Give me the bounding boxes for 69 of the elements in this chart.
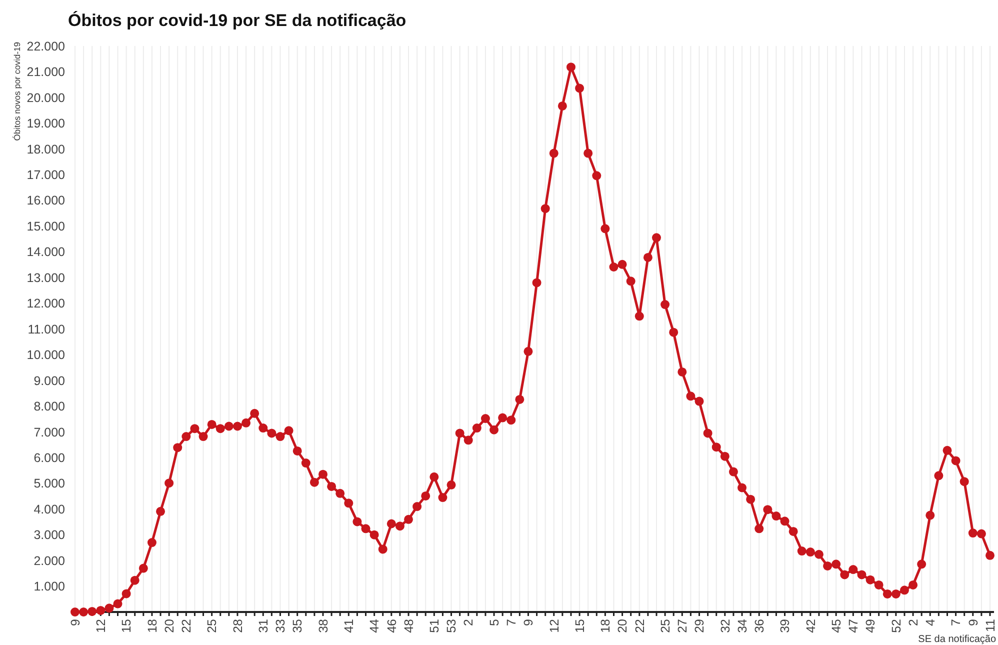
x-tick-label: 41 (342, 618, 356, 633)
x-tick-label: 46 (384, 618, 399, 633)
x-tick-label: 47 (846, 618, 861, 633)
y-tick-label: 14.000 (26, 245, 66, 260)
y-tick-label: 16.000 (26, 194, 66, 208)
y-tick-label: 21.000 (26, 65, 66, 80)
y-tick-label: 20.000 (26, 90, 66, 105)
y-tick-label: 7.000 (34, 425, 66, 440)
x-tick-label: 33 (274, 618, 288, 633)
x-tick-label: 27 (676, 618, 690, 633)
x-tick-label: 22 (632, 618, 647, 633)
x-tick-label: 25 (658, 618, 672, 633)
x-tick-label: 9 (522, 618, 536, 626)
x-tick-label: 45 (829, 618, 844, 633)
x-tick-label: 9 (68, 618, 82, 626)
x-tick-label: 4 (924, 618, 938, 626)
y-tick-label: 12.000 (26, 296, 66, 311)
x-tick-label: 12 (547, 618, 562, 633)
x-tick-label: 9 (966, 618, 980, 626)
y-tick-label: 19.000 (26, 116, 66, 131)
x-tick-label: 34 (735, 618, 750, 633)
y-tick-label: 2.000 (34, 554, 66, 568)
x-tick-label: 20 (616, 618, 630, 633)
x-tick-label: 18 (598, 618, 613, 633)
x-tick-label: 35 (290, 618, 305, 633)
y-tick-label: 1.000 (34, 580, 66, 594)
x-tick-label: 12 (94, 618, 108, 633)
x-tick-label: 20 (162, 618, 176, 633)
x-tick-label: 28 (230, 618, 245, 633)
x-tick-label: 32 (718, 618, 732, 633)
y-tick-label: 3.000 (34, 528, 66, 542)
x-tick-label: 36 (752, 618, 766, 633)
y-tick-label: 10.000 (26, 348, 66, 362)
x-tick-label: 15 (120, 618, 134, 633)
x-tick-label: 49 (864, 618, 878, 633)
x-tick-label: 51 (428, 618, 442, 633)
x-tick-label: 38 (316, 618, 330, 633)
x-tick-label: 7 (504, 618, 518, 626)
y-tick-label: 9.000 (34, 374, 66, 388)
x-tick-label: 42 (804, 618, 818, 633)
x-tick-label: 22 (180, 618, 194, 633)
x-axis-title: SE da notificação (918, 634, 996, 645)
y-tick-label: 8.000 (34, 400, 66, 414)
y-tick-label: 11.000 (28, 322, 66, 336)
y-tick-label: 13.000 (26, 270, 66, 285)
x-tick-label: 52 (889, 618, 904, 633)
x-tick-label: 2 (906, 618, 920, 626)
y-tick-label: 5.000 (34, 476, 66, 491)
x-tick-label: 15 (572, 618, 587, 633)
x-tick-label: 44 (368, 618, 382, 633)
y-tick-label: 6.000 (34, 451, 66, 466)
x-tick-label: 48 (402, 618, 416, 633)
chart-title: Óbitos por covid-19 por SE da notificação (68, 10, 406, 30)
y-tick-label: 4.000 (34, 502, 66, 516)
x-tick-label: 11 (983, 618, 998, 632)
y-tick-label: 17.000 (26, 168, 66, 182)
x-tick-label: 39 (778, 618, 792, 633)
y-tick-label: 22.000 (26, 39, 66, 54)
y-axis-title: Óbitos novos por covid-19 (12, 42, 22, 141)
x-tick-label: 29 (692, 618, 707, 633)
x-tick-label: 7 (949, 618, 964, 626)
y-tick-label: 15.000 (26, 219, 66, 234)
x-tick-label: 31 (256, 618, 271, 633)
x-tick-label: 25 (205, 618, 220, 633)
x-tick-label: 53 (444, 618, 459, 633)
y-tick-label: 18.000 (26, 142, 66, 156)
x-tick-label: 2 (462, 618, 476, 626)
x-tick-label: 5 (487, 618, 502, 626)
x-tick-label: 18 (145, 618, 160, 633)
